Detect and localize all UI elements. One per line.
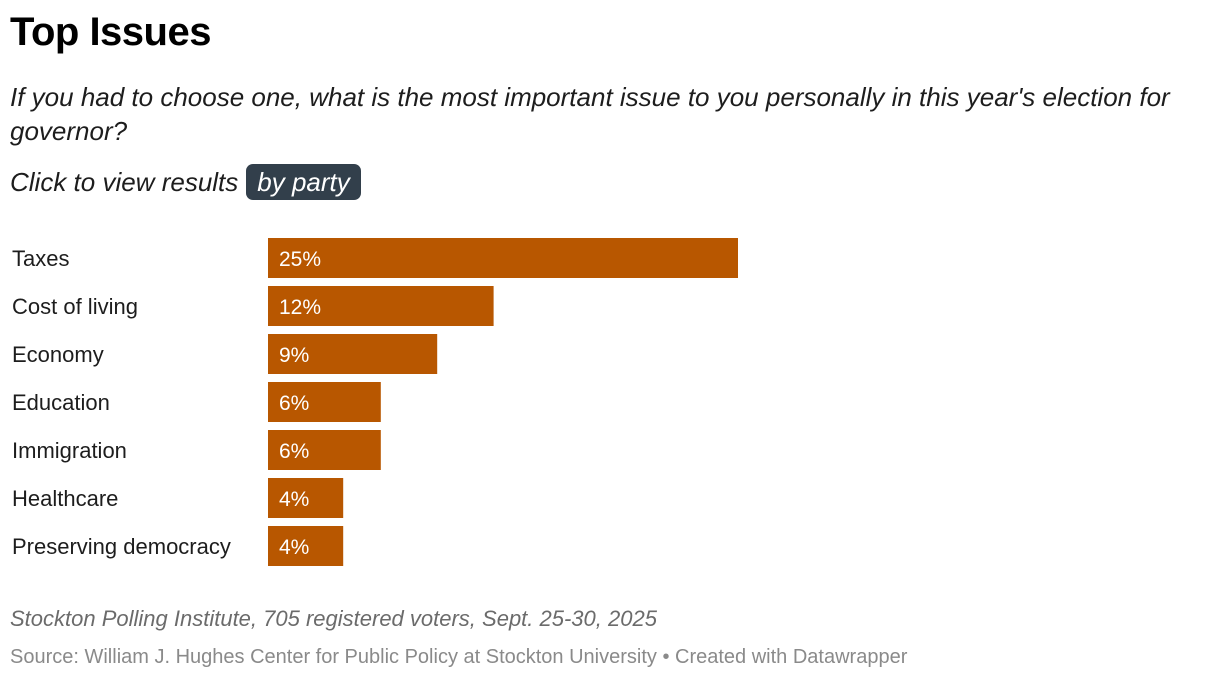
bar-row-education: Education 6% <box>12 382 381 422</box>
bar-row-taxes: Taxes 25% <box>12 238 738 278</box>
bar-chart: Taxes 25% Cost of living 12% Economy 9% Educat… <box>12 238 738 566</box>
category-label: Taxes <box>12 246 69 271</box>
bar-row-healthcare: Healthcare 4% <box>12 478 344 518</box>
bar[interactable] <box>268 382 381 422</box>
category-label: Preserving democracy <box>12 534 231 559</box>
category-label: Education <box>12 390 110 415</box>
bar-row-cost-of-living: Cost of living 12% <box>12 286 494 326</box>
bar[interactable] <box>268 334 438 374</box>
bar[interactable] <box>268 526 344 566</box>
category-label: Economy <box>12 342 104 367</box>
bar[interactable] <box>268 430 381 470</box>
value-label: 25% <box>279 248 321 271</box>
view-toggle-row: Click to view results by party <box>10 164 361 200</box>
bar[interactable] <box>268 478 344 518</box>
value-label: 9% <box>279 344 309 367</box>
bar[interactable] <box>268 286 494 326</box>
chart-note: Stockton Polling Institute, 705 register… <box>10 606 657 631</box>
value-label: 4% <box>279 536 309 559</box>
value-label: 12% <box>279 296 321 319</box>
bar[interactable] <box>268 238 738 278</box>
chart-subtitle: If you had to choose one, what is the mo… <box>10 82 1170 146</box>
bar-row-economy: Economy 9% <box>12 334 438 374</box>
value-label: 4% <box>279 488 309 511</box>
value-label: 6% <box>279 440 309 463</box>
chart-source[interactable]: Source: William J. Hughes Center for Pub… <box>10 646 908 668</box>
bar-row-preserving-democracy: Preserving democracy 4% <box>12 526 344 566</box>
value-label: 6% <box>279 392 309 415</box>
chart-title: Top Issues <box>10 10 211 54</box>
by-party-button[interactable]: by party <box>246 164 361 200</box>
category-label: Cost of living <box>12 294 138 319</box>
category-label: Healthcare <box>12 486 118 511</box>
category-label: Immigration <box>12 438 127 463</box>
bar-row-immigration: Immigration 6% <box>12 430 381 470</box>
view-toggle-text: Click to view results <box>10 166 239 197</box>
